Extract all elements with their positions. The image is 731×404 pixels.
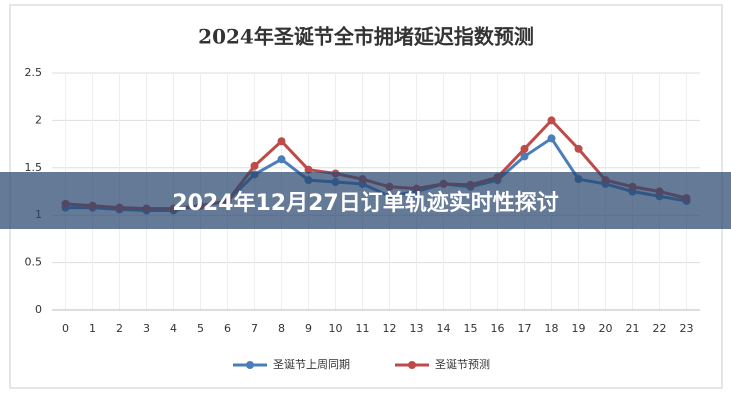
x-tick-label: 12 (383, 322, 397, 335)
banner-title: 2024年12月27日订单轨迹实时性探讨 (0, 172, 731, 229)
x-tick-label: 22 (653, 322, 667, 335)
x-tick-label: 0 (62, 322, 69, 335)
point (547, 116, 556, 125)
point (250, 161, 259, 170)
x-tick-label: 6 (224, 322, 231, 335)
x-tick-label: 9 (305, 322, 312, 335)
y-tick-label: 0.5 (25, 256, 43, 269)
x-tick-label: 20 (599, 322, 613, 335)
x-tick-label: 10 (329, 322, 343, 335)
y-tick-label: 1.5 (25, 161, 43, 174)
point (277, 137, 286, 146)
legend-marker (408, 361, 416, 369)
x-tick-label: 19 (572, 322, 586, 335)
x-tick-label: 18 (545, 322, 559, 335)
x-tick-label: 4 (170, 322, 177, 335)
x-tick-label: 23 (680, 322, 694, 335)
x-tick-label: 14 (437, 322, 451, 335)
x-tick-label: 21 (626, 322, 640, 335)
chart-title: 2024年圣诞节全市拥堵延迟指数预测 (198, 25, 534, 49)
point (304, 165, 313, 174)
x-tick-label: 8 (278, 322, 285, 335)
x-tick-label: 2 (116, 322, 123, 335)
y-tick-label: 0 (35, 303, 42, 316)
legend-marker (246, 361, 254, 369)
x-tick-label: 15 (464, 322, 478, 335)
x-tick-label: 16 (491, 322, 505, 335)
x-tick-label: 11 (356, 322, 370, 335)
legend-label: 圣诞节预测 (435, 357, 490, 371)
y-tick-label: 2.5 (25, 66, 43, 79)
x-tick-label: 7 (251, 322, 258, 335)
point (277, 155, 286, 164)
x-tick-label: 5 (197, 322, 204, 335)
point (520, 152, 529, 161)
legend-label: 圣诞节上周同期 (273, 357, 350, 371)
x-tick-label: 3 (143, 322, 150, 335)
point (547, 134, 556, 143)
x-tick-label: 17 (518, 322, 532, 335)
point (520, 144, 529, 153)
point (574, 144, 583, 153)
x-tick-label: 13 (410, 322, 424, 335)
x-tick-label: 1 (89, 322, 96, 335)
y-tick-label: 2 (35, 113, 42, 126)
